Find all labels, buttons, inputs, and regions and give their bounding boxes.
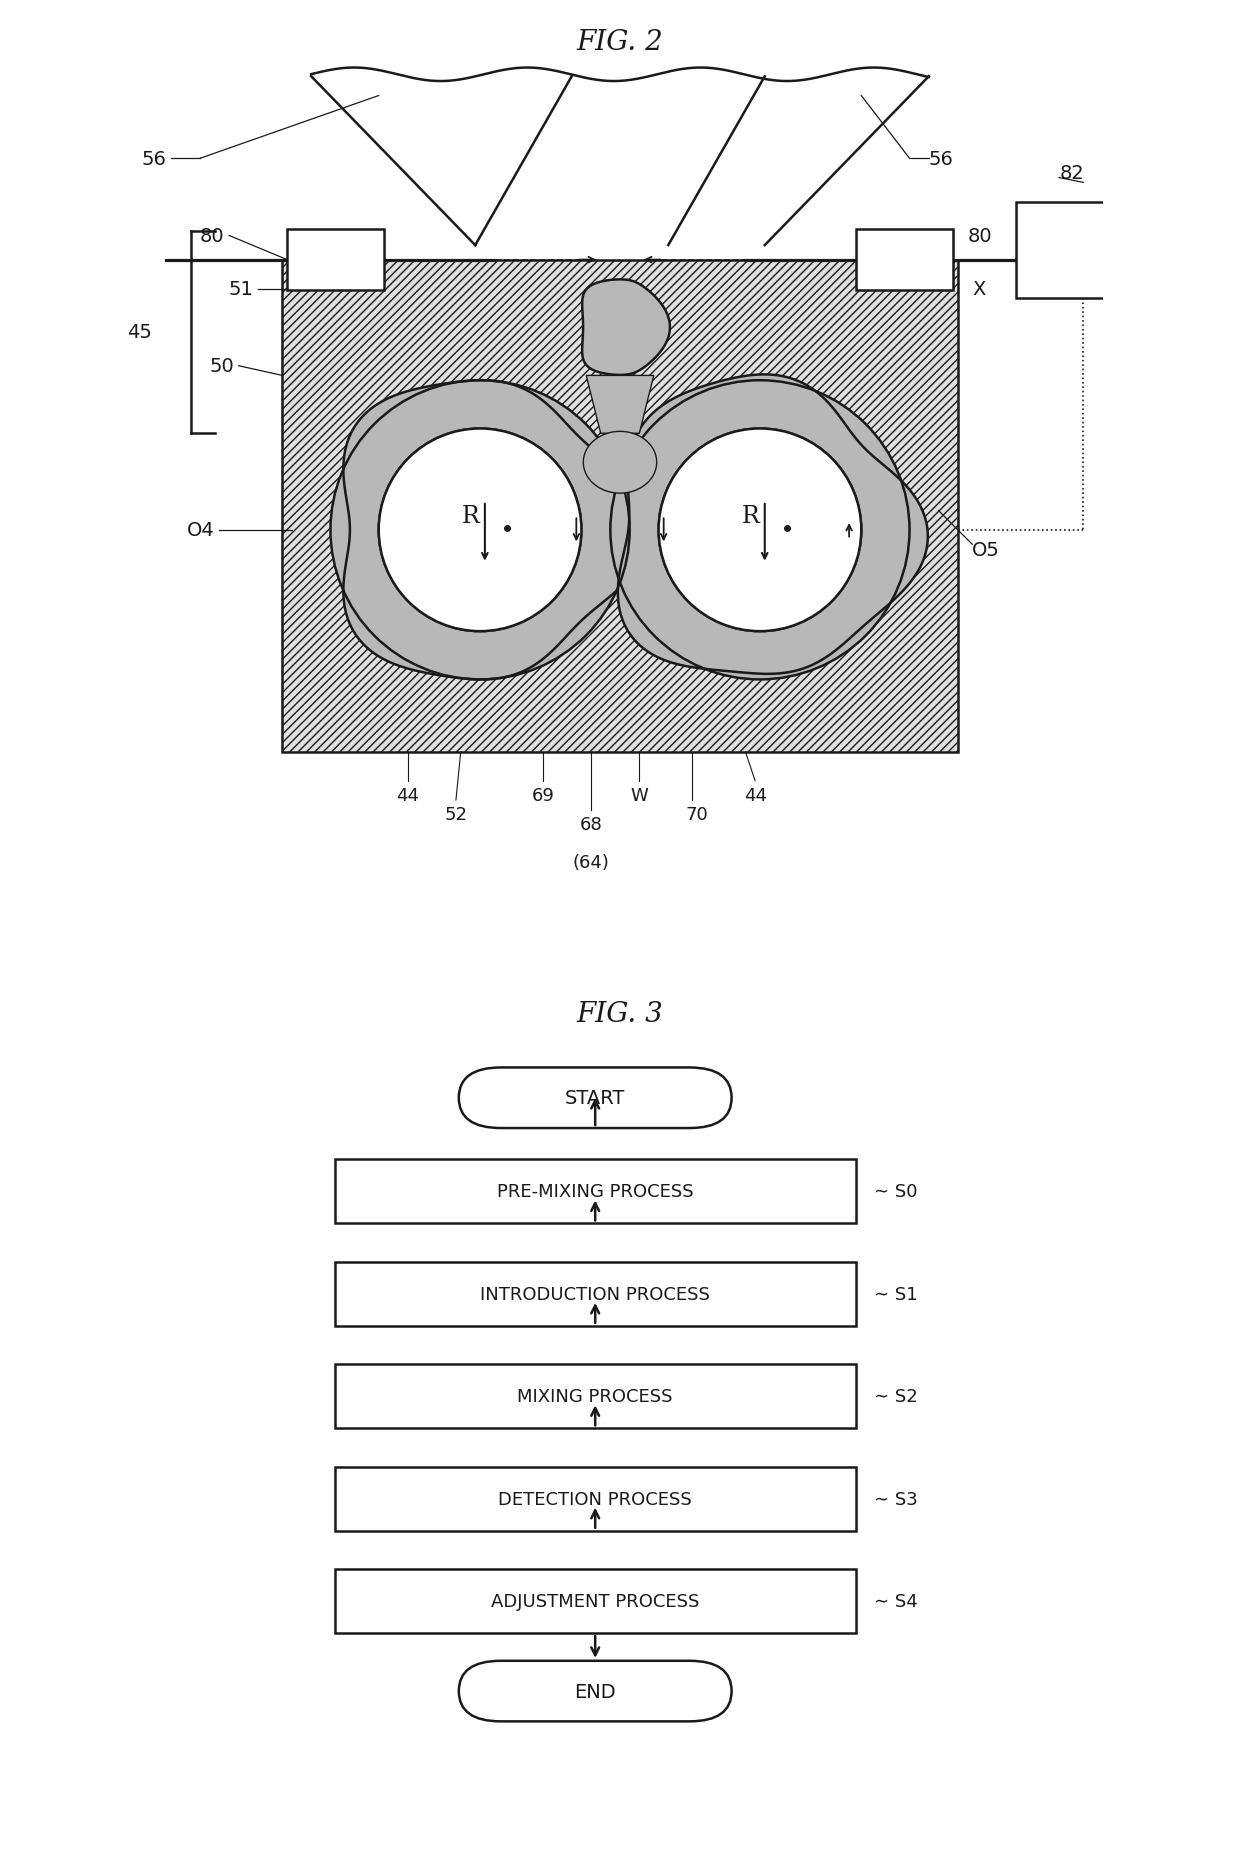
Circle shape [658, 429, 862, 633]
FancyBboxPatch shape [857, 230, 954, 291]
Polygon shape [582, 280, 670, 377]
Text: O5: O5 [972, 540, 1001, 560]
Text: ∼ S4: ∼ S4 [874, 1592, 918, 1610]
Circle shape [658, 429, 862, 633]
Polygon shape [578, 488, 662, 573]
Text: FIG. 2: FIG. 2 [577, 30, 663, 56]
Text: 44: 44 [744, 787, 766, 803]
Text: 44: 44 [396, 787, 419, 803]
Text: ADJUSTMENT PROCESS: ADJUSTMENT PROCESS [491, 1592, 699, 1610]
Text: 50: 50 [210, 356, 234, 377]
Polygon shape [587, 377, 653, 434]
Text: 51: 51 [228, 280, 253, 299]
Text: 70: 70 [686, 805, 708, 824]
FancyBboxPatch shape [459, 1660, 732, 1721]
Text: ∼ S1: ∼ S1 [874, 1286, 918, 1302]
Text: 56: 56 [141, 150, 166, 169]
FancyBboxPatch shape [1016, 202, 1151, 299]
FancyBboxPatch shape [335, 1467, 856, 1530]
Text: FIG. 3: FIG. 3 [577, 1000, 663, 1028]
Circle shape [378, 429, 582, 633]
Text: R: R [742, 505, 759, 527]
FancyBboxPatch shape [459, 1068, 732, 1128]
Text: 68: 68 [579, 814, 603, 833]
Polygon shape [618, 375, 928, 675]
Polygon shape [343, 380, 649, 681]
FancyBboxPatch shape [335, 1159, 856, 1224]
Circle shape [610, 380, 909, 681]
FancyBboxPatch shape [335, 1365, 856, 1428]
Circle shape [331, 380, 630, 681]
Polygon shape [583, 432, 657, 493]
Text: START: START [565, 1089, 625, 1107]
Text: R: R [461, 505, 480, 527]
Text: PRE-MIXING PROCESS: PRE-MIXING PROCESS [497, 1183, 693, 1200]
FancyBboxPatch shape [286, 230, 383, 291]
Text: X: X [972, 280, 986, 299]
Text: W: W [630, 787, 649, 803]
Text: 69: 69 [532, 787, 554, 803]
Text: ∼ S2: ∼ S2 [874, 1388, 918, 1406]
Text: 56: 56 [929, 150, 954, 169]
Text: ∼ S0: ∼ S0 [874, 1183, 918, 1200]
Text: 80: 80 [200, 226, 224, 247]
Text: 45: 45 [126, 323, 153, 343]
Circle shape [378, 429, 582, 633]
Text: INTRODUCTION PROCESS: INTRODUCTION PROCESS [480, 1286, 711, 1302]
Text: 82: 82 [1059, 163, 1084, 184]
Text: O4: O4 [187, 521, 215, 540]
Text: (64): (64) [573, 853, 610, 872]
Polygon shape [283, 260, 957, 753]
Text: END: END [574, 1682, 616, 1701]
Text: 80: 80 [967, 226, 992, 247]
Text: MIXING PROCESS: MIXING PROCESS [517, 1388, 673, 1406]
Text: 52: 52 [444, 805, 467, 824]
FancyBboxPatch shape [335, 1261, 856, 1326]
Text: DETECTION PROCESS: DETECTION PROCESS [498, 1490, 692, 1508]
FancyBboxPatch shape [335, 1569, 856, 1632]
Text: ∼ S3: ∼ S3 [874, 1490, 918, 1508]
